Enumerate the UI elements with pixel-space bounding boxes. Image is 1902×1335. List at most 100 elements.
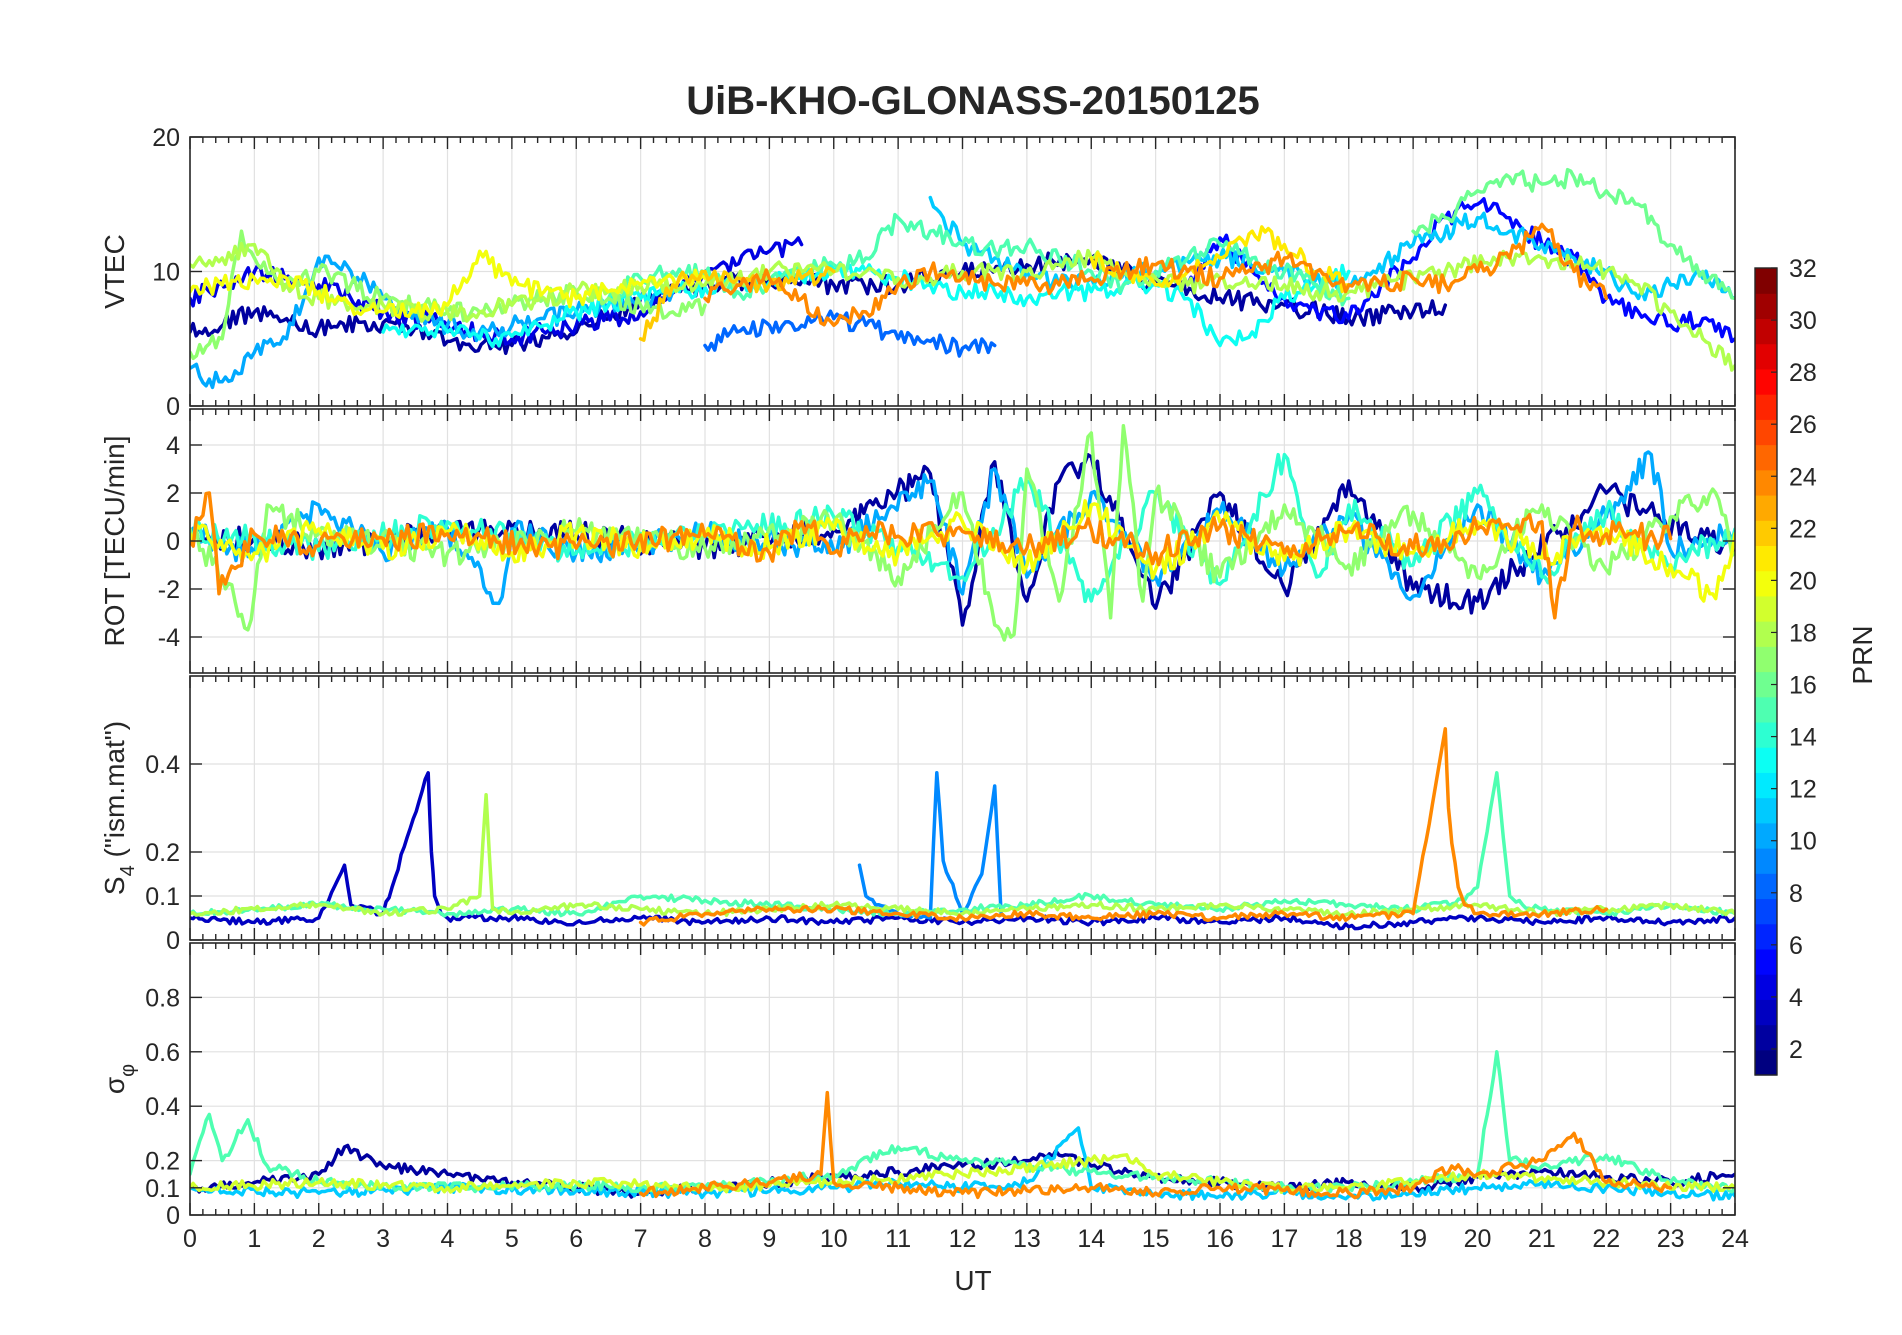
series-prn-16 — [1411, 167, 1735, 301]
y-tick-label: 0 — [166, 528, 180, 556]
colorbar: 32 30 28 26 24 22 20 18 16 14 12 10 8 6 4 2 PRN — [1754, 255, 1878, 1076]
colorbar-segment — [1755, 520, 1777, 547]
colorbar-tick-label: 4 — [1789, 984, 1803, 1012]
y-tick-label: 0 — [166, 927, 180, 955]
x-tick-label: 18 — [1335, 1225, 1363, 1253]
series-prn-20 — [190, 249, 707, 319]
y-axis-label-vtec: VTEC — [99, 234, 130, 309]
colorbar-segment — [1755, 873, 1777, 900]
colorbar-segment — [1755, 772, 1777, 799]
series-prn-14 — [190, 452, 1735, 604]
series-group-rot — [190, 424, 1735, 642]
colorbar-tick-label: 22 — [1789, 515, 1817, 543]
colorbar-segment — [1755, 545, 1777, 572]
colorbar-segment — [1755, 696, 1777, 723]
series-prn-24 — [638, 1090, 1673, 1200]
y-axis-label-s4: S4 ("ism.mat") — [99, 721, 139, 895]
colorbar-tick-label: 8 — [1789, 880, 1803, 908]
ticks-s4 — [189, 676, 1736, 941]
y-tick-label: -2 — [158, 576, 180, 604]
x-tick-label: 4 — [441, 1225, 455, 1253]
colorbar-tick-label: 16 — [1789, 672, 1817, 700]
y-tick-label: 0.1 — [145, 1175, 180, 1203]
colorbar-segment — [1755, 671, 1777, 698]
y-axis-label-sigma_phi: σφ — [99, 1064, 139, 1094]
colorbar-tick-label: 12 — [1789, 776, 1817, 804]
panel-vtec: 0 10 20 VTEC — [99, 124, 1736, 421]
series-prn-18 — [190, 241, 1735, 372]
colorbar-segment — [1755, 318, 1777, 345]
y-axis-label-rest: ("ism.mat") — [99, 721, 130, 865]
x-tick-label: 1 — [247, 1225, 261, 1253]
series-prn-18 — [190, 793, 1735, 918]
colorbar-tick-label: 28 — [1789, 359, 1817, 387]
colorbar-segment — [1755, 923, 1777, 950]
colorbar-segment — [1755, 999, 1777, 1026]
series-prn-15 — [190, 771, 1735, 918]
y-axis-label-main: S — [99, 876, 130, 895]
series-prn-9 — [857, 771, 1003, 920]
y-axis-label-rot: ROT [TECU/min] — [99, 435, 130, 646]
panel-rot: -4 -2 0 2 4 ROT [TECU/min] — [99, 408, 1736, 674]
y-axis-label-sub: φ — [117, 1064, 139, 1077]
x-tick-label: 13 — [1013, 1225, 1041, 1253]
y-tick-label: 0.8 — [145, 984, 180, 1012]
colorbar-tick-label: 10 — [1789, 828, 1817, 856]
series-prn-20 — [190, 499, 1735, 603]
colorbar-segment — [1755, 1024, 1777, 1051]
chart-title: UiB-KHO-GLONASS-20150125 — [686, 79, 1260, 123]
series-prn-24 — [190, 491, 1673, 620]
colorbar-segment — [1755, 595, 1777, 622]
panel-sigma_phi: 00.10.2 0.4 0.6 0.8 σφ — [99, 942, 1736, 1230]
x-tick-label: 16 — [1206, 1225, 1234, 1253]
colorbar-segment — [1755, 293, 1777, 320]
y-tick-label: 0.1 — [145, 883, 180, 911]
series-prn-17 — [190, 424, 1735, 642]
x-tick-label: 0 — [183, 1225, 197, 1253]
colorbar-tick-label: 30 — [1789, 307, 1817, 335]
x-tick-label: 23 — [1657, 1225, 1685, 1253]
colorbar-segment — [1755, 948, 1777, 975]
ticks-vtec — [189, 136, 1736, 407]
ticks-sigma_phi — [189, 943, 1736, 1216]
x-tick-label: 20 — [1464, 1225, 1492, 1253]
colorbar-segment — [1755, 848, 1777, 874]
x-tick-label: 15 — [1142, 1225, 1170, 1253]
colorbar-label: PRN — [1847, 625, 1878, 684]
series-group-sigma_phi — [190, 1050, 1735, 1202]
y-tick-label: 0.2 — [145, 1148, 180, 1176]
colorbar-segment — [1755, 747, 1777, 773]
y-tick-label: 0.2 — [145, 839, 180, 867]
x-tick-label: 7 — [634, 1225, 648, 1253]
y-tick-label: 4 — [166, 432, 180, 460]
ticks-rot — [189, 409, 1736, 673]
series-prn-8 — [703, 309, 997, 358]
colorbar-segment — [1755, 268, 1777, 294]
y-tick-label: 10 — [152, 259, 180, 287]
series-prn-15 — [606, 212, 1351, 307]
series-group-s4 — [190, 727, 1735, 931]
x-tick-label: 12 — [949, 1225, 977, 1253]
x-tick-label: 24 — [1721, 1225, 1749, 1253]
colorbar-segment — [1755, 343, 1777, 370]
colorbar-tick-label: 20 — [1789, 567, 1817, 595]
colorbar-tick-label: 26 — [1789, 411, 1817, 439]
x-tick-label: 8 — [698, 1225, 712, 1253]
colorbar-segment — [1755, 621, 1777, 647]
colorbar-segment — [1755, 494, 1777, 521]
y-tick-label: 0 — [166, 393, 180, 421]
colorbar-segment — [1755, 570, 1777, 597]
colorbar-segment — [1755, 721, 1777, 748]
colorbar-segment — [1755, 1049, 1777, 1076]
colorbar-segment — [1755, 394, 1777, 420]
x-tick-labels: 0 1 2 3 4 5 6 7 8 9 10 11 12 13 14 15 16 17 18 19 20 21 22 23 24 — [183, 1225, 1749, 1253]
series-prn-22 — [638, 265, 836, 342]
colorbar-tick-label: 2 — [1789, 1036, 1803, 1064]
colorbar-tick-label: 14 — [1789, 724, 1817, 752]
colorbar-tick-label: 24 — [1789, 463, 1817, 491]
colorbar-segment — [1755, 646, 1777, 673]
x-tick-label: 5 — [505, 1225, 519, 1253]
y-axis-label-sub: 4 — [117, 865, 139, 876]
